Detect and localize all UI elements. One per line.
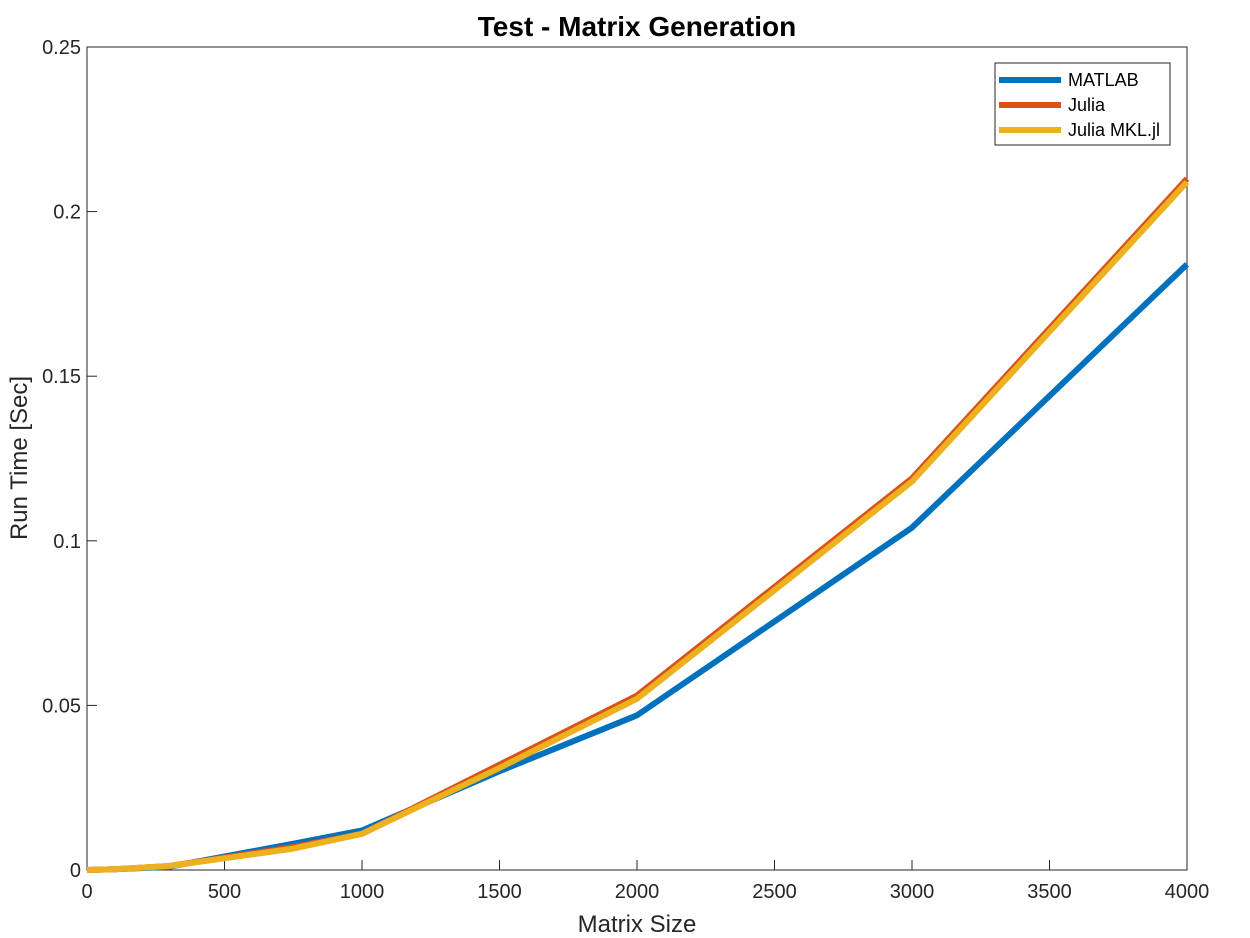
data-series — [86, 176, 1190, 873]
legend: MATLAB Julia Julia MKL.jl — [994, 62, 1171, 146]
x-tick-label: 2000 — [615, 881, 660, 903]
legend-entry-label: MATLAB — [1068, 70, 1139, 90]
x-tick-label: 2500 — [752, 881, 797, 903]
y-tick-label: 0.25 — [42, 37, 81, 59]
x-tick-label: 3000 — [890, 881, 935, 903]
x-tick-label: 4000 — [1165, 881, 1210, 903]
series-line-julia-mkl-jl — [86, 179, 1190, 873]
x-tick-label: 3500 — [1027, 881, 1072, 903]
x-tick-label: 500 — [208, 881, 241, 903]
x-tick-label: 0 — [81, 881, 92, 903]
y-tick-label: 0 — [70, 860, 81, 882]
x-axis-label: Matrix Size — [578, 911, 697, 938]
y-tick-label: 0.2 — [53, 202, 81, 224]
axis-ticks: 0 500 1000 1500 2000 2500 3000 3500 4000 0 0.05 0.1… — [42, 37, 1209, 903]
y-axis-label: Run Time [Sec] — [6, 376, 33, 540]
x-tick-label: 1000 — [340, 881, 385, 903]
x-tick-label: 1500 — [477, 881, 522, 903]
chart-title: Test - Matrix Generation — [478, 11, 796, 42]
legend-entry-label: Julia — [1068, 95, 1106, 115]
legend-entry-label: Julia MKL.jl — [1068, 120, 1160, 140]
y-tick-label: 0.05 — [42, 695, 81, 717]
y-tick-label: 0.1 — [53, 531, 81, 553]
y-tick-label: 0.15 — [42, 366, 81, 388]
